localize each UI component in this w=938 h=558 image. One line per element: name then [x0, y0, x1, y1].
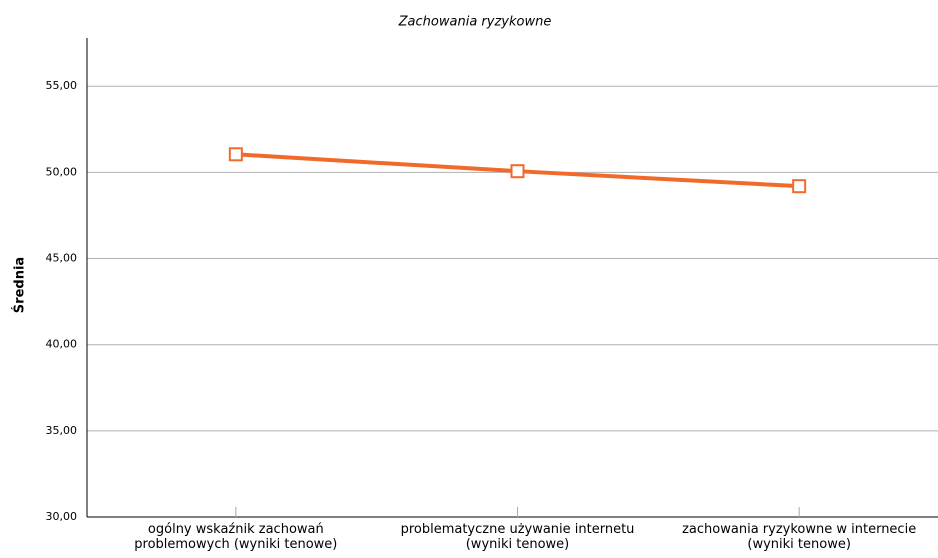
y-tick-label: 40,00 [46, 338, 78, 351]
x-tick-label: zachowania ryzykowne w internecie (wynik… [682, 522, 917, 552]
x-tick-label: problematyczne używanie internetu (wynik… [400, 522, 635, 552]
x-tick-label: ogólny wskaźnik zachowań problemowych (w… [134, 522, 338, 552]
y-axis-label: Średnia [12, 257, 28, 313]
y-tick-label: 35,00 [46, 424, 78, 437]
y-tick-label: 45,00 [46, 252, 78, 265]
y-tick-label: 55,00 [46, 79, 78, 92]
data-point [792, 179, 807, 194]
y-tick-label: 50,00 [46, 165, 78, 178]
y-tick-label: 30,00 [46, 510, 78, 523]
chart-title: Zachowania ryzykowne [398, 15, 552, 30]
data-point [228, 147, 243, 162]
data-point [510, 164, 525, 179]
